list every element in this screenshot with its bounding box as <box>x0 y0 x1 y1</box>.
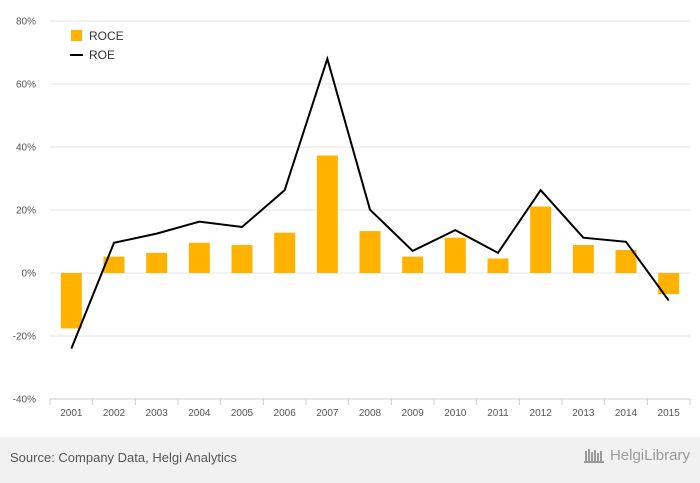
x-tick-label: 2011 <box>487 408 509 419</box>
roce-bar <box>444 237 466 273</box>
roce-bar <box>530 206 552 273</box>
roce-bar <box>402 256 424 273</box>
roe-series-line <box>70 55 670 349</box>
y-tick-label: -20% <box>13 332 36 343</box>
roce-bar <box>231 244 253 273</box>
x-tick-label: 2008 <box>359 408 382 419</box>
x-tick-label: 2010 <box>444 408 467 419</box>
roe-line <box>70 55 670 349</box>
x-tick-label: 2002 <box>103 408 126 419</box>
y-tick-label: 0% <box>22 269 37 280</box>
roce-bar <box>103 256 125 273</box>
x-tick-label: 2009 <box>402 408 425 419</box>
chart: -40%-20%0%20%40%60%80% 2001 2002 2003 2004 2… <box>13 17 691 419</box>
y-axis: -40% -20% 0% 20% 40% 60% 80% <box>13 17 36 406</box>
roce-bar <box>658 273 680 295</box>
roce-bar <box>487 258 509 273</box>
roce-bar <box>146 252 168 273</box>
brand-logo: HelgiLibrary <box>583 447 690 464</box>
x-tick-label: 2013 <box>572 408 595 419</box>
x-tick-label: 2007 <box>316 408 339 419</box>
roce-bar <box>615 250 637 273</box>
roce-bar <box>572 244 594 273</box>
roce-bar <box>359 231 381 273</box>
roce-bar <box>60 273 82 329</box>
x-tick-label: 2012 <box>530 408 553 419</box>
y-tick-label: -40% <box>13 395 36 406</box>
footer: Source: Company Data, Helgi Analytics He… <box>0 437 700 483</box>
source-note: Source: Company Data, Helgi Analytics <box>10 450 237 465</box>
roce-bar <box>274 232 296 273</box>
legend: ROCE ROE <box>70 29 124 62</box>
y-tick-label: 40% <box>16 143 36 154</box>
y-tick-label: 60% <box>16 80 36 91</box>
x-tick-label: 2001 <box>60 408 83 419</box>
y-tick-label: 20% <box>16 206 36 217</box>
x-tick-label: 2006 <box>274 408 297 419</box>
library-icon <box>583 448 604 463</box>
roce-bar <box>316 155 338 273</box>
legend-roe-label: ROE <box>89 48 115 62</box>
x-tick-label: 2014 <box>615 408 638 419</box>
x-tick-label: 2003 <box>146 408 169 419</box>
x-axis: 2001 2002 2003 2004 2005 2006 2007 2008 2009 2010… <box>49 398 691 419</box>
legend-roce-swatch <box>71 30 82 41</box>
x-tick-label: 2015 <box>658 408 681 419</box>
y-tick-label: 80% <box>16 17 36 28</box>
legend-roce-label: ROCE <box>89 29 124 43</box>
x-tick-label: 2005 <box>231 408 254 419</box>
x-tick-label: 2004 <box>188 408 211 419</box>
roce-bar <box>188 242 210 273</box>
roce-bars <box>60 155 680 329</box>
brand-name: HelgiLibrary <box>609 447 690 464</box>
